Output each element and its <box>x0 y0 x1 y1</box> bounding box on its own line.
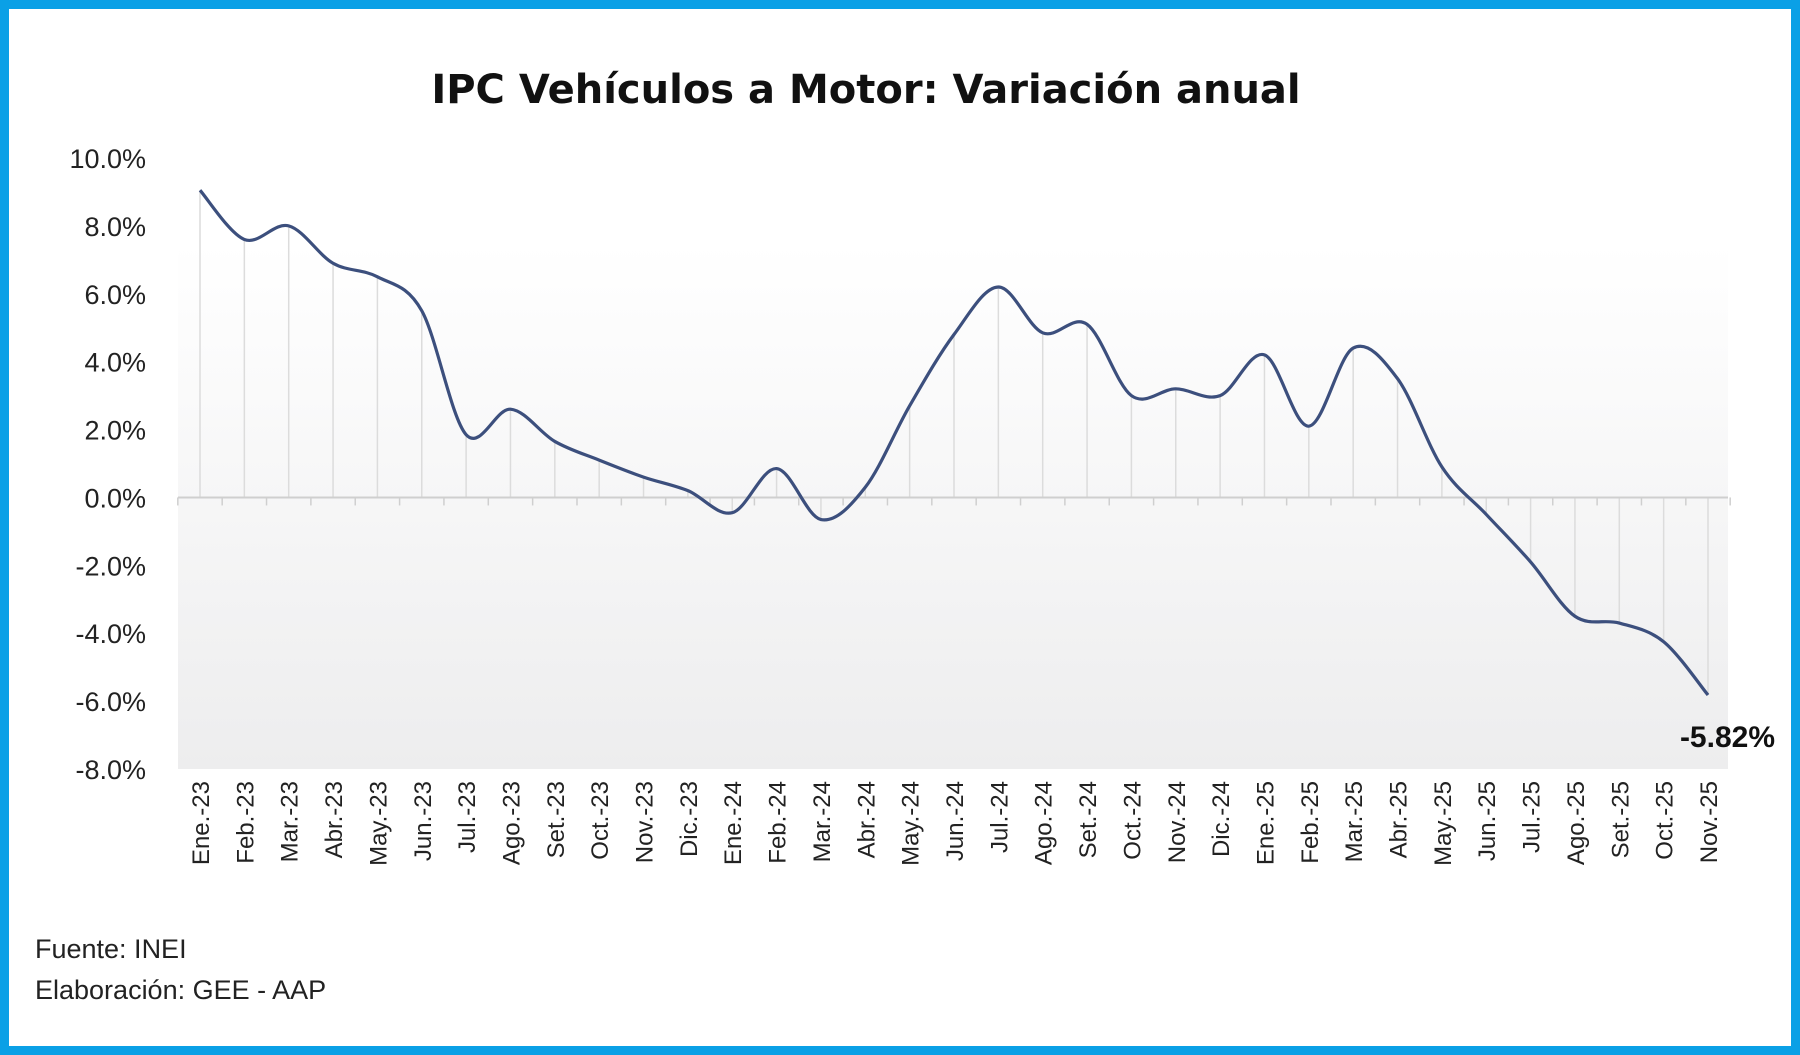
x-tick-label: Jun.-25 <box>1474 781 1501 861</box>
x-tick-label: Jul.-23 <box>454 781 481 853</box>
x-tick-label: Ene.-23 <box>188 781 215 865</box>
series-line <box>198 189 1710 697</box>
x-tick-label: Mar.-24 <box>809 781 836 862</box>
x-tick-label: Mar.-23 <box>277 781 304 862</box>
x-tick-label: Jun.-23 <box>410 781 437 861</box>
y-tick-label: -8.0% <box>75 755 146 785</box>
x-tick-label: Set.-25 <box>1607 781 1634 858</box>
y-tick-label: 6.0% <box>84 280 146 310</box>
line-chart: IPC Vehículos a Motor: Variación anual 1… <box>69 67 1775 866</box>
x-tick-label: Ago.-24 <box>1031 781 1058 865</box>
x-tick-label: Oct.-23 <box>587 781 614 860</box>
x-tick-label: Ene.-25 <box>1252 781 1279 865</box>
data-label-last: -5.82% <box>1680 721 1775 754</box>
x-tick-label: Ago.-23 <box>498 781 525 865</box>
x-tick-label: Set.-24 <box>1075 781 1102 858</box>
y-tick-label: 2.0% <box>84 416 146 446</box>
y-tick-label: 0.0% <box>84 483 146 513</box>
x-tick-label: Feb.-23 <box>232 781 259 864</box>
x-tick-label: Oct.-24 <box>1119 781 1146 860</box>
x-tick-label: Feb.-24 <box>765 781 792 864</box>
x-tick-label: Jun.-24 <box>942 781 969 861</box>
x-tick-label: Ago.-25 <box>1563 781 1590 865</box>
x-tick-label: May.-23 <box>365 781 392 866</box>
y-tick-label: -4.0% <box>75 619 146 649</box>
x-tick-label: Abr.-24 <box>853 781 880 858</box>
x-tick-label: Nov.-25 <box>1696 781 1723 863</box>
x-tick-label: May.-25 <box>1430 781 1457 866</box>
y-tick-label: 10.0% <box>69 144 146 174</box>
y-tick-label: -2.0% <box>75 551 146 581</box>
elaboration-note: Elaboración: GEE - AAP <box>35 975 327 1005</box>
x-tick-label: Jul.-24 <box>986 781 1013 853</box>
y-tick-label: -6.0% <box>75 687 146 717</box>
x-tick-label: Nov.-24 <box>1164 781 1191 863</box>
plot-area <box>178 242 1728 770</box>
x-tick-label: Abr.-25 <box>1386 781 1413 858</box>
x-tick-label: Feb.-25 <box>1297 781 1324 864</box>
x-tick-label: Ene.-24 <box>720 781 747 865</box>
chart-title: IPC Vehículos a Motor: Variación anual <box>431 67 1300 113</box>
x-tick-label: Oct.-25 <box>1652 781 1679 860</box>
x-tick-label: Dic.-24 <box>1208 781 1235 857</box>
x-tick-label: Set.-23 <box>543 781 570 858</box>
x-tick-label: Jul.-25 <box>1519 781 1546 853</box>
x-tick-label: Abr.-23 <box>321 781 348 858</box>
source-note: Fuente: INEI <box>35 934 187 964</box>
y-tick-label: 8.0% <box>84 212 146 242</box>
y-tick-label: 4.0% <box>84 348 146 378</box>
x-tick-label: Nov.-23 <box>632 781 659 863</box>
chart-frame: IPC Vehículos a Motor: Variación anual 1… <box>9 9 1791 1046</box>
x-tick-label: Mar.-25 <box>1341 781 1368 862</box>
x-tick-label: May.-24 <box>898 781 925 866</box>
x-tick-label: Dic.-23 <box>676 781 703 857</box>
